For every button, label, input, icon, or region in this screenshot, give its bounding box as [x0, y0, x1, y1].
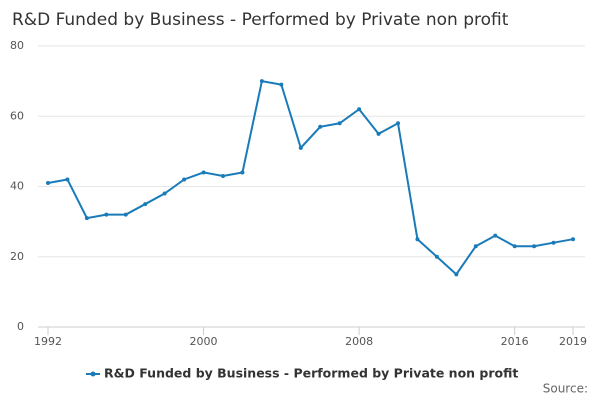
- point: [396, 121, 400, 126]
- point: [532, 244, 537, 249]
- point: [104, 212, 109, 217]
- x-tick-label: 2019: [559, 335, 587, 348]
- point: [454, 272, 459, 277]
- source: Source:: [543, 382, 588, 396]
- point: [357, 107, 362, 112]
- point: [123, 212, 128, 217]
- point: [434, 254, 439, 259]
- point: [376, 131, 381, 136]
- point: [46, 180, 50, 185]
- y-tick-label: 40: [10, 180, 24, 193]
- legend-label: R&D Funded by Business - Performed by Pr…: [104, 366, 518, 381]
- point: [65, 177, 70, 182]
- y-tick-label: 20: [10, 250, 24, 263]
- x-tick-label: 1992: [34, 335, 62, 348]
- point: [221, 173, 225, 178]
- point: [182, 177, 187, 182]
- point: [415, 237, 420, 242]
- point: [143, 202, 148, 207]
- x-tick-label: 2016: [501, 335, 529, 348]
- y-tick-label: 0: [17, 320, 24, 333]
- x-tick-label: 2000: [190, 335, 218, 348]
- point: [279, 82, 284, 87]
- legend-marker: [90, 371, 96, 377]
- point: [473, 244, 478, 249]
- x-tick-label: 2008: [345, 335, 373, 348]
- point: [493, 233, 498, 238]
- point: [259, 79, 264, 84]
- point: [298, 145, 303, 150]
- point: [337, 121, 342, 126]
- point: [162, 191, 167, 196]
- y-tick-label: 60: [10, 109, 24, 122]
- y-tick-label: 80: [10, 39, 24, 52]
- point: [571, 237, 575, 242]
- point: [512, 244, 517, 249]
- line: [47, 79, 574, 276]
- chart-title: R&D Funded by Business - Performed by Pr…: [12, 10, 509, 30]
- point: [551, 240, 556, 245]
- point: [318, 124, 323, 129]
- point: [240, 170, 245, 175]
- point: [84, 216, 89, 221]
- point: [201, 170, 206, 175]
